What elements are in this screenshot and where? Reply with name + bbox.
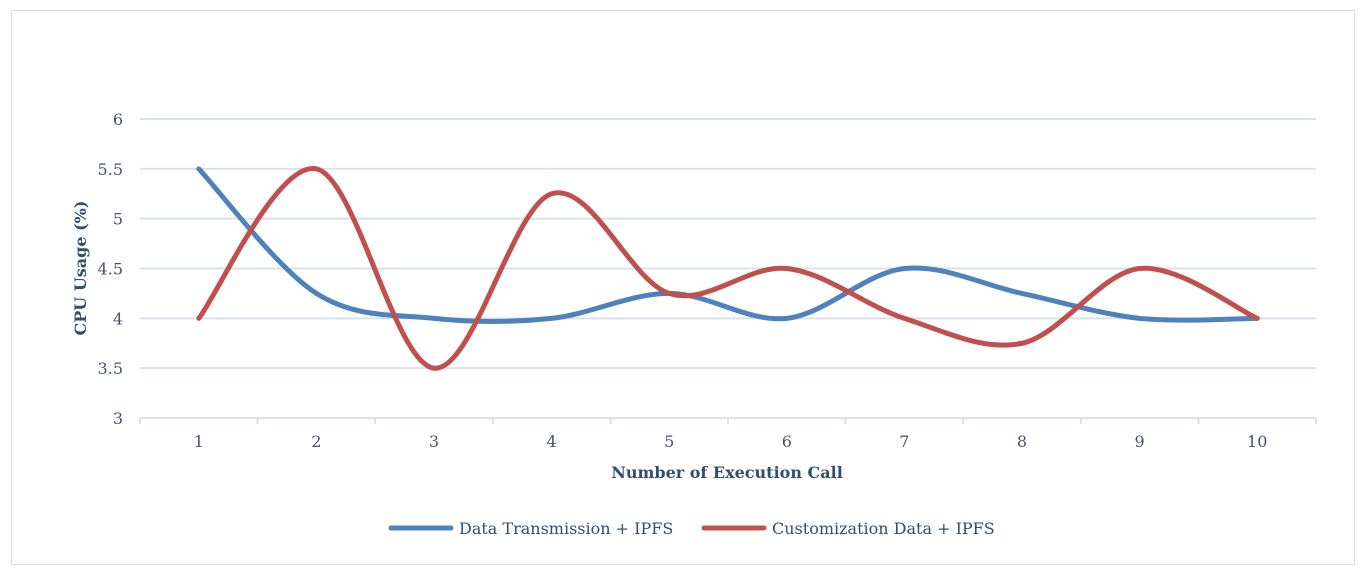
chart-frame bbox=[11, 10, 1355, 565]
series-line-2 bbox=[196, 166, 1260, 371]
x-tick-label: 6 bbox=[782, 432, 792, 451]
x-tick-label: 4 bbox=[547, 432, 557, 451]
x-tick-label: 10 bbox=[1247, 432, 1267, 451]
x-tick-label: 1 bbox=[194, 432, 204, 451]
series-line-1 bbox=[196, 166, 1260, 324]
y-tick-label: 4.5 bbox=[98, 260, 123, 279]
y-axis-title: CPU Usage (%) bbox=[71, 201, 90, 336]
legend-label: Customization Data + IPFS bbox=[772, 519, 995, 538]
x-tick-label: 7 bbox=[899, 432, 909, 451]
x-axis: 1 2 3 4 5 6 7 8 9 10 bbox=[139, 417, 1317, 451]
x-tick-label: 8 bbox=[1017, 432, 1027, 451]
x-tick-label: 5 bbox=[664, 432, 674, 451]
y-tick-label: 6 bbox=[113, 110, 123, 129]
legend-label: Data Transmission + IPFS bbox=[459, 519, 673, 538]
series-lines bbox=[196, 166, 1260, 371]
y-tick-label: 3 bbox=[113, 409, 123, 428]
x-tick-label: 9 bbox=[1135, 432, 1145, 451]
legend: Data Transmission + IPFS Customization Da… bbox=[388, 519, 995, 538]
x-axis-title: Number of Execution Call bbox=[611, 463, 843, 482]
y-tick-label: 5 bbox=[113, 210, 123, 229]
y-tick-label: 4 bbox=[113, 309, 123, 328]
y-axis-ticks: 3 3.5 4 4.5 5 5.5 6 bbox=[98, 110, 123, 428]
x-tick-label: 2 bbox=[311, 432, 321, 451]
y-tick-label: 3.5 bbox=[98, 359, 123, 378]
x-tick-label: 3 bbox=[429, 432, 439, 451]
y-tick-label: 5.5 bbox=[98, 160, 123, 179]
